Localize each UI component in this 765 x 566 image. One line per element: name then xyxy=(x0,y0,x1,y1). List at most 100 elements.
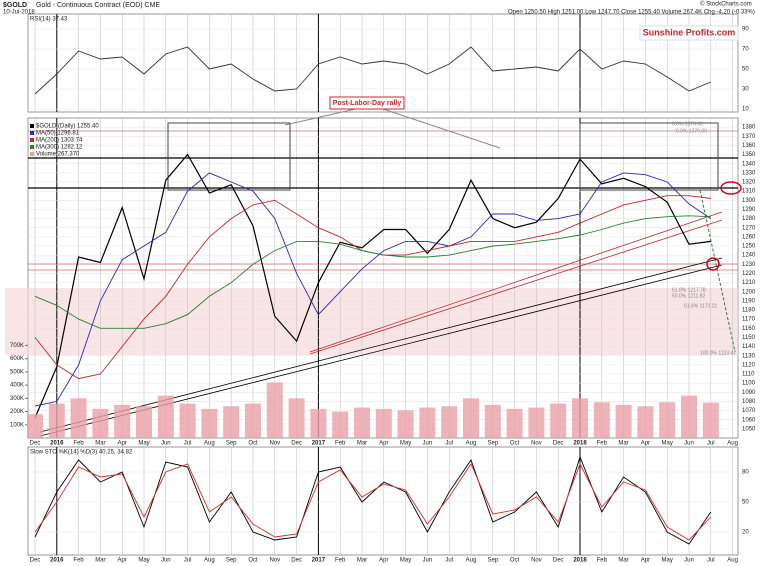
x-tick-label: Mar xyxy=(357,558,367,564)
volume-bar xyxy=(201,408,218,438)
x-tick-label: Oct xyxy=(248,558,258,564)
volume-bar xyxy=(463,398,479,438)
volume-bar xyxy=(288,398,305,438)
x-tick-label: Oct xyxy=(510,558,520,564)
x-tick-label: May xyxy=(138,441,149,447)
annotation: 0.0% 1370.30 xyxy=(676,128,707,134)
x-tick-label: Apr xyxy=(379,441,388,447)
legend-entry: $GOLD (Daily) 1255.40 xyxy=(36,124,99,130)
volume-bar xyxy=(223,406,240,438)
x-tick-label: Nov xyxy=(269,558,280,564)
volume-bar xyxy=(397,410,414,438)
y-tick-label: 1260 xyxy=(742,234,756,240)
y-tick-label: 1280 xyxy=(742,216,756,222)
volume-bar xyxy=(136,406,152,438)
source: © StockCharts.com xyxy=(700,1,752,8)
consolidation-box xyxy=(167,122,291,191)
x-tick-label: Sep xyxy=(487,558,498,564)
legend-entry: MA(50) 1296.81 xyxy=(36,131,80,137)
logo-box xyxy=(639,25,739,41)
y-tick-label: 1330 xyxy=(742,170,756,176)
y-tick-label: 1110 xyxy=(742,372,755,378)
y-tick-label: 1360 xyxy=(742,143,756,149)
y-tick-label: 70 xyxy=(742,47,749,53)
series-line xyxy=(34,153,711,419)
series-line xyxy=(34,462,712,541)
x-tick-label: Dec xyxy=(553,441,564,447)
x-tick-label: Mar xyxy=(95,441,105,447)
x-tick-label: Nov xyxy=(531,558,542,564)
y-tick-label: 20 xyxy=(742,530,749,536)
x-tick-label: 2016 xyxy=(50,441,64,447)
legend-swatch xyxy=(30,138,34,142)
x-tick-label: Dec xyxy=(30,441,41,447)
y-tick-label: 1290 xyxy=(742,207,756,213)
x-tick-label: Jul xyxy=(184,441,192,447)
x-tick-label: Sep xyxy=(226,558,237,564)
annotation: Post-Labor-Day rally xyxy=(333,100,402,107)
volume-bar xyxy=(659,402,676,438)
y-tick-label: 1240 xyxy=(742,253,756,259)
stoch-label: Slow STO %K(14) %D(3) 40.25, 34.82 xyxy=(30,450,133,456)
x-tick-label: Jul xyxy=(445,558,453,564)
y-tick-label: 1100 xyxy=(742,381,756,387)
stats: Open 1250.50 High 1251.00 Low 1247.70 Cl… xyxy=(508,10,755,16)
x-tick-label: May xyxy=(662,441,673,447)
x-tick-label: Aug xyxy=(466,558,477,564)
x-tick-label: Nov xyxy=(531,441,542,447)
x-tick-label: Jun xyxy=(423,558,433,564)
x-tick-label: May xyxy=(400,558,411,564)
legend-entry: MA(300) 1282.12 xyxy=(36,145,83,151)
y-tick-label: 1250 xyxy=(742,244,756,250)
annotation: 0.0% 1376.40 xyxy=(672,121,703,127)
x-tick-label: Jul xyxy=(445,441,453,447)
x-tick-label: Jul xyxy=(184,558,192,564)
y-tick-label: 1090 xyxy=(742,390,756,396)
y-tick-label: 1190 xyxy=(742,298,756,304)
y-tick-label: 1340 xyxy=(742,161,756,167)
y-tick-label: 1150 xyxy=(742,335,756,341)
highlight xyxy=(706,257,720,271)
rsi-label: RSI(14) 37.43 xyxy=(30,17,68,23)
volume-bar xyxy=(637,406,654,438)
trend-line xyxy=(39,264,723,437)
legend-swatch xyxy=(30,145,34,149)
legend-swatch xyxy=(30,131,34,135)
volume-bar xyxy=(484,404,501,438)
y-tick-label: 1070 xyxy=(742,408,756,414)
y-tick-label: 1120 xyxy=(742,362,756,368)
x-tick-label: Jul xyxy=(707,441,715,447)
y-tick-label: 1380 xyxy=(742,125,756,131)
x-tick-label: Dec xyxy=(30,558,41,564)
volume-bar xyxy=(528,407,545,438)
y2-tick-label: 100K xyxy=(10,422,24,428)
volume-bar xyxy=(266,382,283,438)
volume-bar xyxy=(375,408,392,438)
volume-bar xyxy=(157,395,174,438)
y-tick-label: 50 xyxy=(742,500,749,506)
x-tick-label: Jun xyxy=(161,558,171,564)
volume-bar xyxy=(550,403,567,438)
pointer xyxy=(379,107,501,149)
y2-tick-label: 600K xyxy=(10,356,24,362)
logo: Sunshine Profits.com xyxy=(643,27,736,37)
series-line xyxy=(34,46,711,95)
volume-bar xyxy=(245,403,261,438)
y-tick-label: 1180 xyxy=(742,308,756,314)
x-tick-label: Mar xyxy=(618,441,628,447)
x-tick-label: Mar xyxy=(357,441,367,447)
x-tick-label: Feb xyxy=(335,558,346,564)
volume-bar xyxy=(179,403,196,438)
x-tick-label: Mar xyxy=(618,558,628,564)
y-tick-label: 1200 xyxy=(742,289,756,295)
legend-swatch xyxy=(30,152,34,156)
y2-tick-label: 300K xyxy=(10,396,24,402)
y-tick-label: 1300 xyxy=(742,198,756,204)
x-tick-label: Jun xyxy=(161,441,171,447)
pointer xyxy=(284,107,361,126)
trend-line xyxy=(309,219,723,355)
series-line xyxy=(34,215,711,329)
projection-line xyxy=(699,189,736,353)
x-tick-label: 2016 xyxy=(50,558,64,564)
volume-bar xyxy=(114,404,131,438)
